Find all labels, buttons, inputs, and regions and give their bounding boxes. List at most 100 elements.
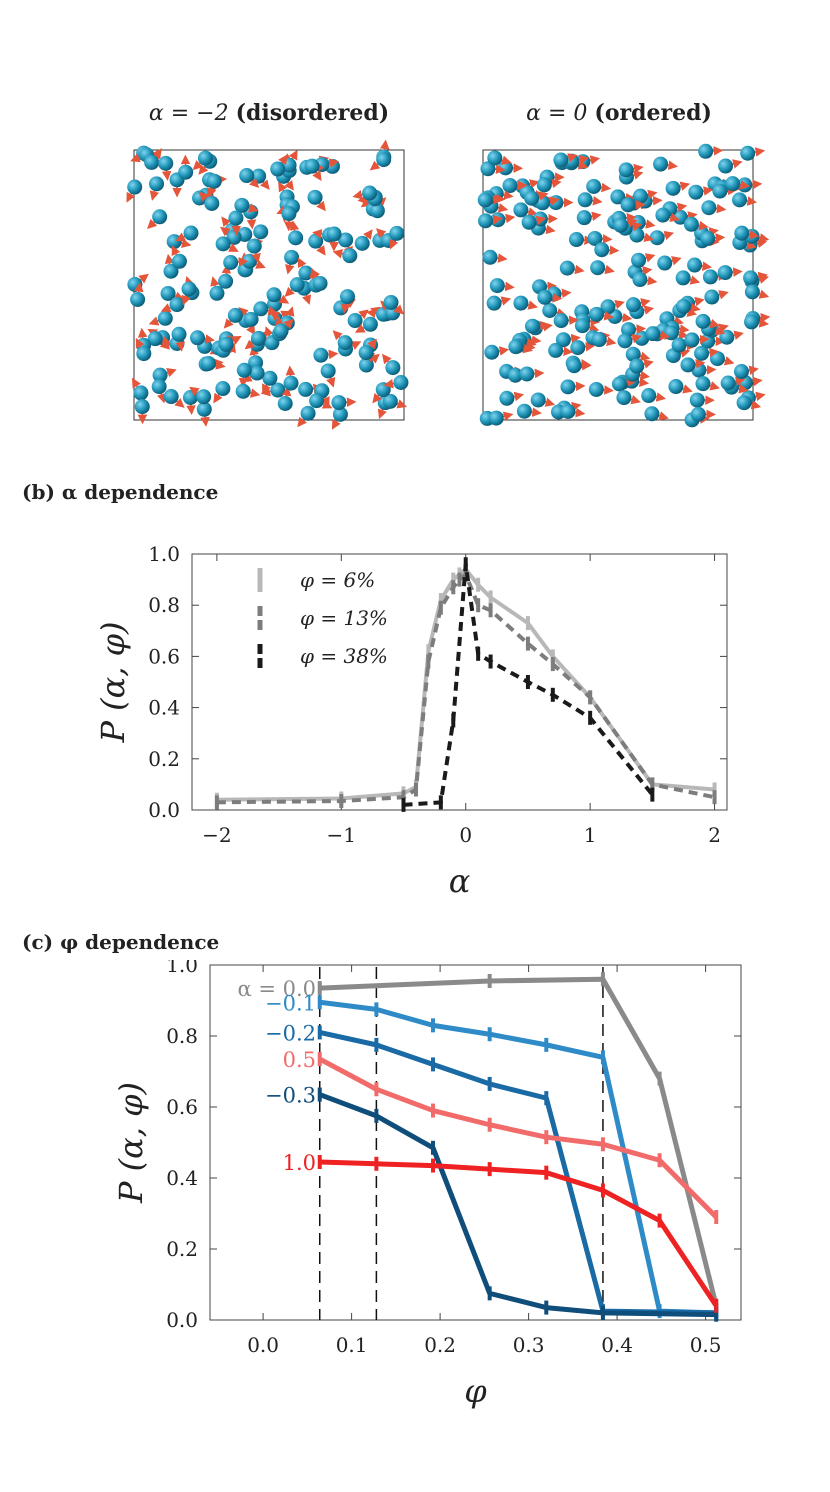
particle — [270, 161, 286, 177]
particle — [215, 236, 231, 252]
particle — [488, 410, 504, 426]
left-title-math: α = −2 — [148, 101, 229, 126]
particle — [743, 270, 759, 286]
particle — [519, 366, 535, 382]
particle — [620, 197, 636, 213]
particle — [740, 145, 756, 161]
particle — [157, 310, 173, 326]
x-tick-label: 0.5 — [690, 1333, 722, 1357]
particle — [181, 281, 197, 297]
particle — [206, 173, 222, 189]
legend-label-2: φ = 38% — [300, 644, 388, 668]
particle — [668, 379, 684, 395]
particle — [590, 260, 606, 276]
particle — [625, 346, 641, 362]
x-tick-label: 1 — [584, 823, 597, 847]
particle — [127, 179, 143, 195]
particle — [665, 180, 681, 196]
particle — [725, 176, 741, 192]
particle — [223, 255, 239, 271]
particle — [489, 278, 505, 294]
particle — [560, 379, 576, 395]
particle — [166, 234, 182, 250]
particle — [196, 401, 212, 417]
particle — [555, 332, 571, 348]
y-tick-label: 0.4 — [148, 696, 180, 720]
particle — [629, 358, 645, 374]
particle — [553, 152, 569, 168]
particle — [340, 289, 356, 305]
disordered-snapshot — [126, 139, 409, 430]
particle — [537, 289, 553, 305]
particle — [631, 252, 647, 268]
particle — [632, 188, 648, 204]
particle — [687, 257, 703, 273]
x-tick-label: 0 — [459, 823, 472, 847]
right-title-math: α = 0 — [526, 101, 588, 126]
particle — [288, 230, 304, 246]
particle — [649, 230, 665, 246]
y-tick-label: 0.0 — [148, 798, 180, 822]
particle — [507, 367, 523, 383]
particle — [536, 177, 552, 193]
particle — [484, 344, 500, 360]
series-line-1 — [319, 999, 717, 1316]
particle — [478, 213, 494, 229]
particle — [369, 203, 385, 219]
x-tick-label: 0.3 — [513, 1333, 545, 1357]
particle — [283, 375, 299, 391]
particle — [487, 150, 503, 166]
particle — [644, 406, 660, 422]
particle — [513, 202, 529, 218]
particle — [588, 381, 604, 397]
legend-label-1: φ = 13% — [300, 606, 388, 630]
x-tick-label: −1 — [327, 823, 356, 847]
x-tick-label: 0.1 — [336, 1333, 368, 1357]
particle — [700, 230, 716, 246]
particle — [197, 150, 213, 166]
y-tick-label: 0.0 — [166, 1308, 198, 1332]
particle — [382, 393, 398, 409]
particle — [611, 376, 627, 392]
particle — [717, 265, 733, 281]
particle — [530, 392, 546, 408]
particle — [281, 206, 297, 222]
particle — [298, 381, 314, 397]
particle — [196, 389, 212, 405]
particle — [383, 294, 399, 310]
particle — [160, 285, 176, 301]
particle — [249, 365, 265, 381]
particle — [307, 189, 323, 205]
particle — [701, 200, 717, 216]
particle — [521, 214, 537, 230]
particle — [548, 195, 564, 211]
particle — [712, 183, 728, 199]
y-axis-label: P (α, φ) — [112, 1082, 150, 1204]
particle — [209, 285, 225, 301]
particle — [548, 342, 564, 358]
series-line-5 — [319, 1159, 719, 1308]
particle — [610, 189, 626, 205]
particle — [641, 388, 657, 404]
particle — [709, 351, 725, 367]
particle — [553, 313, 569, 329]
particle — [234, 197, 250, 213]
particle — [130, 291, 146, 307]
particle — [594, 242, 610, 258]
legend-label-0: φ = 6% — [300, 568, 375, 592]
particle — [152, 367, 168, 383]
particle — [718, 158, 734, 174]
series-line-1 — [216, 572, 715, 805]
x-tick-label: 0.4 — [601, 1333, 633, 1357]
phi-dependence-chart: 0.0 0.2 0.4 0.6 0.8 1.0 0.0 0.1 0.2 0.3 0.4 0.5 φ P (… — [112, 960, 742, 1410]
particle — [589, 306, 605, 322]
left-title-word: (disordered) — [235, 100, 390, 126]
particle — [671, 337, 687, 353]
panel-b-title: (b) α dependence — [22, 480, 219, 504]
particle — [253, 301, 269, 317]
series-label-2: −0.2 — [265, 1021, 316, 1045]
particle — [235, 383, 251, 399]
particle — [312, 275, 328, 291]
particle — [695, 376, 711, 392]
particle — [338, 232, 354, 248]
